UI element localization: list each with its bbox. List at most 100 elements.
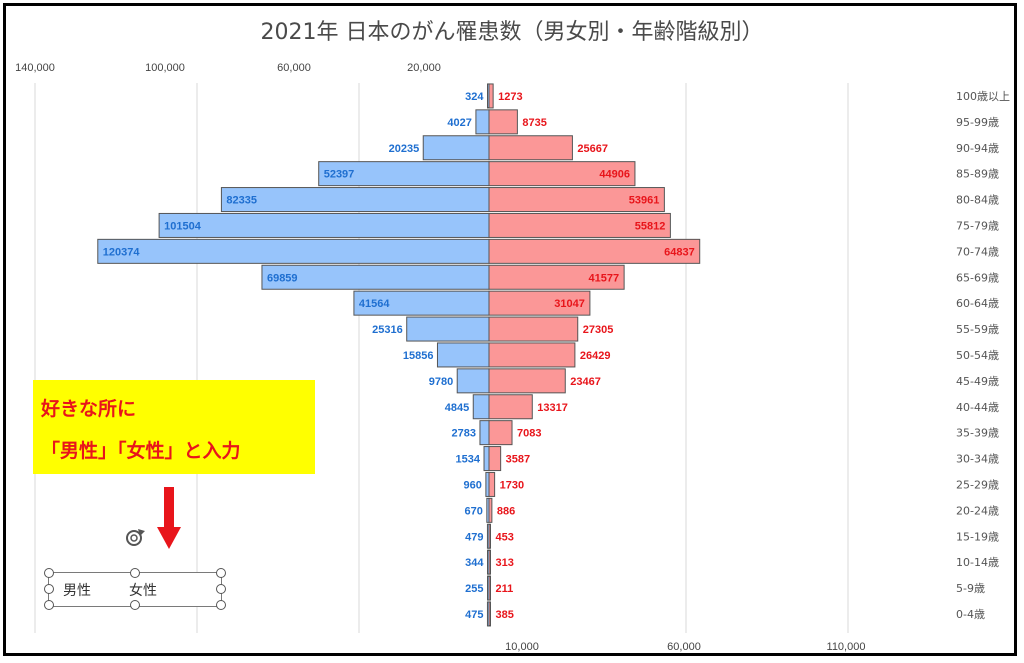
bar-female <box>488 212 671 238</box>
data-label-male: 479 <box>465 531 483 543</box>
data-label-female: 886 <box>497 505 515 517</box>
category-label: 45-49歳 <box>956 375 999 388</box>
data-label-female: 1273 <box>498 91 522 103</box>
bar-female <box>488 497 493 523</box>
data-label-male: 15856 <box>403 350 434 362</box>
data-label-male: 1534 <box>456 454 481 466</box>
down-arrow-icon <box>157 487 181 549</box>
data-label-female: 55812 <box>635 220 666 232</box>
data-label-male: 670 <box>464 505 482 517</box>
bar-male <box>456 368 490 394</box>
data-label-female: 53961 <box>629 195 660 207</box>
category-label: 0-4歳 <box>956 608 985 621</box>
bottom-axis-tick: 10,000 <box>505 641 539 653</box>
bar-male <box>97 238 490 264</box>
category-label: 85-89歳 <box>956 168 999 181</box>
top-axis-tick: 20,000 <box>407 62 441 74</box>
bar-female <box>488 420 513 446</box>
category-label: 75-79歳 <box>956 219 999 232</box>
category-label: 55-59歳 <box>956 323 999 336</box>
resize-handle[interactable] <box>216 600 226 610</box>
bar-female <box>488 238 701 264</box>
data-label-male: 69859 <box>267 272 298 284</box>
bar-male <box>261 264 490 290</box>
data-label-male: 82335 <box>226 195 257 207</box>
resize-handle[interactable] <box>130 568 140 578</box>
data-label-female: 31047 <box>554 298 585 310</box>
category-label: 20-24歳 <box>956 504 999 517</box>
category-label: 35-39歳 <box>956 427 999 440</box>
data-label-male: 475 <box>465 609 483 621</box>
resize-handle[interactable] <box>44 584 54 594</box>
bar-female <box>488 83 494 109</box>
top-axis-tick: 60,000 <box>277 62 311 74</box>
data-label-female: 27305 <box>583 324 614 336</box>
bar-female <box>488 368 566 394</box>
top-axis-tick: 140,000 <box>15 62 55 74</box>
category-label: 50-54歳 <box>956 349 999 362</box>
category-label: 30-34歳 <box>956 453 999 466</box>
bar-female <box>488 575 491 601</box>
bar-female <box>488 316 579 342</box>
data-label-female: 13317 <box>537 402 568 414</box>
instruction-line-2: 「男性」「女性」と入力 <box>41 440 241 462</box>
instruction-note: 好きな所に 「男性」「女性」と入力 <box>33 380 315 474</box>
legend-text-box[interactable]: 男性 女性 <box>44 568 226 610</box>
legend-male-label: 男性 <box>63 583 91 599</box>
rotate-handle-icon[interactable] <box>124 527 146 549</box>
data-label-female: 41577 <box>589 272 620 284</box>
resize-handle[interactable] <box>216 584 226 594</box>
data-label-female: 23467 <box>570 376 601 388</box>
bar-female <box>488 135 573 161</box>
resize-handle[interactable] <box>44 568 54 578</box>
bar-female <box>488 187 665 213</box>
data-label-male: 20235 <box>389 143 420 155</box>
category-label: 65-69歳 <box>956 271 999 284</box>
bar-female <box>488 471 496 497</box>
category-label: 95-99歳 <box>956 116 999 129</box>
bar-male <box>220 187 490 213</box>
bar-male <box>422 135 490 161</box>
data-label-female: 453 <box>496 531 514 543</box>
data-label-male: 4845 <box>445 402 469 414</box>
bar-female <box>488 264 625 290</box>
category-label: 25-29歳 <box>956 478 999 491</box>
bar-male <box>475 109 490 135</box>
bar-female <box>488 342 576 368</box>
legend-female-label: 女性 <box>129 583 157 599</box>
data-label-male: 101504 <box>164 220 202 232</box>
bar-male <box>158 212 490 238</box>
top-axis-tick: 100,000 <box>145 62 185 74</box>
resize-handle[interactable] <box>44 600 54 610</box>
resize-handle[interactable] <box>130 600 140 610</box>
data-label-female: 25667 <box>577 143 608 155</box>
data-label-male: 52397 <box>324 169 355 181</box>
data-label-male: 120374 <box>103 246 141 258</box>
resize-handle[interactable] <box>216 568 226 578</box>
data-label-female: 313 <box>496 557 514 569</box>
category-label: 40-44歳 <box>956 401 999 414</box>
category-label: 5-9歳 <box>956 582 985 595</box>
data-label-male: 324 <box>465 91 484 103</box>
bar-male <box>406 316 490 342</box>
instruction-line-1: 好きな所に <box>41 398 137 420</box>
bar-male <box>483 446 490 472</box>
data-label-male: 344 <box>465 557 484 569</box>
bar-female <box>488 446 502 472</box>
category-label: 70-74歳 <box>956 245 999 258</box>
data-label-male: 25316 <box>372 324 403 336</box>
bar-male <box>353 290 490 316</box>
category-label: 100歳以上 <box>956 90 1010 103</box>
data-label-female: 8735 <box>522 117 546 129</box>
data-label-female: 26429 <box>580 350 611 362</box>
data-label-male: 4027 <box>447 117 471 129</box>
bar-female <box>488 601 491 627</box>
data-label-female: 7083 <box>517 428 541 440</box>
bar-female <box>488 549 491 575</box>
category-label: 15-19歳 <box>956 530 999 543</box>
bar-female <box>488 109 518 135</box>
bar-female <box>488 290 591 316</box>
category-label: 10-14歳 <box>956 556 999 569</box>
data-label-female: 385 <box>496 609 514 621</box>
